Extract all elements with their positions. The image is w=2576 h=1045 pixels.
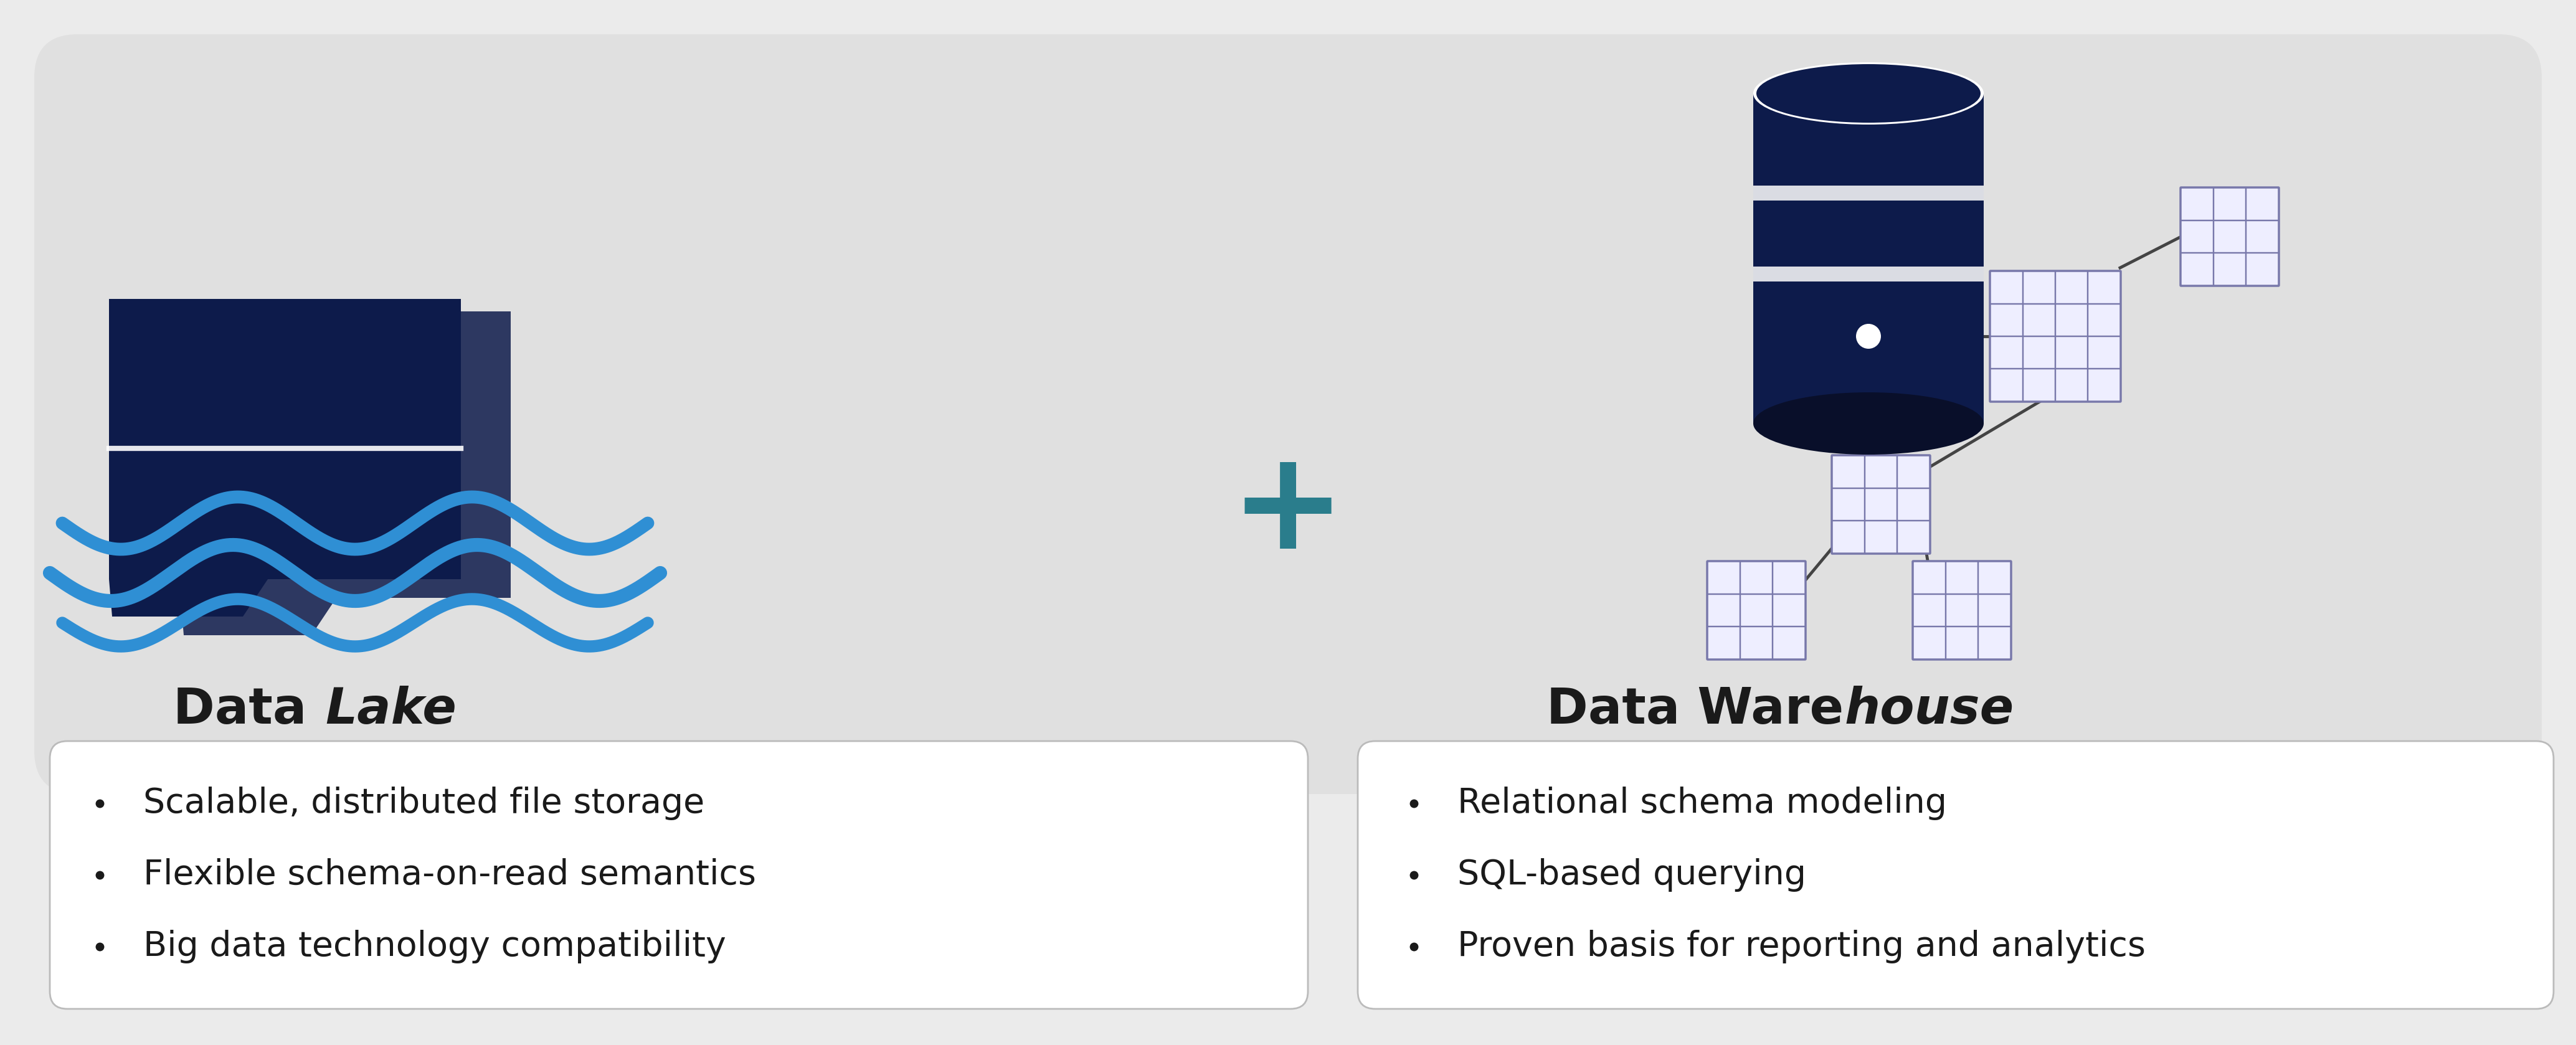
Text: house: house (1844, 686, 2014, 735)
Text: SQL-based querying: SQL-based querying (1458, 858, 1806, 891)
Text: Scalable, distributed file storage: Scalable, distributed file storage (144, 787, 706, 820)
Text: +: + (1229, 444, 1347, 577)
Polygon shape (180, 598, 337, 635)
Text: Data Ware: Data Ware (1546, 686, 1844, 735)
Text: Proven basis for reporting and analytics: Proven basis for reporting and analytics (1458, 930, 2146, 963)
Polygon shape (1754, 266, 1984, 281)
FancyBboxPatch shape (1358, 741, 2553, 1008)
Text: Relational schema modeling: Relational schema modeling (1458, 787, 1947, 820)
FancyBboxPatch shape (1832, 456, 1929, 554)
Polygon shape (108, 579, 268, 617)
FancyBboxPatch shape (1708, 561, 1806, 659)
Text: Lake: Lake (325, 686, 456, 735)
Polygon shape (180, 311, 510, 598)
FancyBboxPatch shape (1914, 561, 2012, 659)
FancyBboxPatch shape (2179, 187, 2280, 286)
Ellipse shape (1754, 392, 1984, 455)
FancyBboxPatch shape (1989, 271, 2120, 401)
Text: Data: Data (173, 686, 325, 735)
Text: Flexible schema-on-read semantics: Flexible schema-on-read semantics (144, 858, 757, 891)
Polygon shape (1754, 186, 1984, 201)
Circle shape (1857, 324, 1880, 349)
Text: Big data technology compatibility: Big data technology compatibility (144, 930, 726, 963)
Polygon shape (1754, 93, 1984, 423)
Ellipse shape (1754, 63, 1984, 124)
FancyBboxPatch shape (33, 34, 2543, 794)
FancyBboxPatch shape (49, 741, 1309, 1008)
Ellipse shape (1757, 64, 1981, 122)
Polygon shape (108, 299, 461, 579)
